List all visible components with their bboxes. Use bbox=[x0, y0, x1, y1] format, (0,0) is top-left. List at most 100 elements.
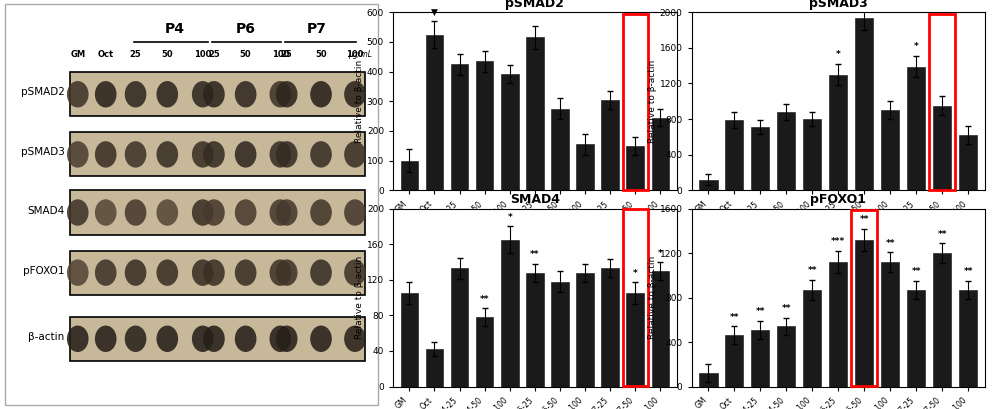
Bar bbox=[854, 240, 873, 387]
Y-axis label: Relative to β-actin: Relative to β-actin bbox=[355, 60, 364, 143]
Bar bbox=[851, 210, 877, 387]
Bar bbox=[958, 135, 976, 190]
Ellipse shape bbox=[344, 326, 366, 352]
Ellipse shape bbox=[275, 141, 297, 168]
Bar bbox=[551, 109, 569, 190]
Text: ▼: ▼ bbox=[430, 8, 437, 17]
Bar bbox=[71, 317, 365, 361]
Bar bbox=[450, 64, 468, 190]
Text: pSMAD3: pSMAD3 bbox=[21, 147, 65, 157]
Bar bbox=[500, 74, 518, 190]
Bar bbox=[576, 144, 593, 190]
Ellipse shape bbox=[269, 141, 291, 168]
Bar bbox=[622, 209, 647, 386]
Text: P6: P6 bbox=[236, 22, 255, 36]
Text: **: ** bbox=[885, 238, 894, 247]
Bar bbox=[881, 262, 899, 387]
Bar bbox=[500, 240, 518, 387]
Text: P4: P4 bbox=[165, 22, 185, 36]
Text: μg/mL: μg/mL bbox=[348, 50, 372, 59]
Ellipse shape bbox=[235, 81, 256, 108]
Ellipse shape bbox=[310, 81, 332, 108]
Ellipse shape bbox=[203, 81, 225, 108]
Ellipse shape bbox=[235, 259, 256, 286]
Bar bbox=[932, 106, 950, 190]
Title: SMAD4: SMAD4 bbox=[509, 193, 560, 206]
Text: 50: 50 bbox=[161, 50, 173, 59]
Ellipse shape bbox=[275, 199, 297, 226]
Ellipse shape bbox=[310, 141, 332, 168]
Text: 25: 25 bbox=[208, 50, 220, 59]
Text: GM: GM bbox=[71, 50, 85, 59]
Ellipse shape bbox=[310, 326, 332, 352]
Ellipse shape bbox=[156, 326, 178, 352]
Bar bbox=[425, 34, 442, 190]
Ellipse shape bbox=[67, 81, 88, 108]
Bar bbox=[475, 317, 493, 387]
Bar bbox=[907, 67, 924, 190]
Ellipse shape bbox=[310, 259, 332, 286]
Bar bbox=[828, 262, 847, 387]
Text: *: * bbox=[507, 213, 512, 222]
Text: **: ** bbox=[781, 304, 790, 313]
Bar bbox=[450, 268, 468, 387]
Bar bbox=[626, 293, 643, 387]
Ellipse shape bbox=[203, 259, 225, 286]
Text: **: ** bbox=[807, 266, 816, 275]
Y-axis label: Relative to β-actin: Relative to β-actin bbox=[355, 256, 364, 339]
Ellipse shape bbox=[269, 81, 291, 108]
Text: pSMAD2: pSMAD2 bbox=[21, 87, 65, 97]
Bar bbox=[551, 281, 569, 387]
Bar bbox=[622, 14, 647, 190]
Text: 100: 100 bbox=[271, 50, 288, 59]
Ellipse shape bbox=[275, 259, 297, 286]
Title: pSMAD2: pSMAD2 bbox=[505, 0, 564, 10]
Bar bbox=[71, 133, 365, 176]
Bar bbox=[802, 119, 821, 190]
Ellipse shape bbox=[67, 326, 88, 352]
Ellipse shape bbox=[94, 259, 116, 286]
Bar bbox=[401, 160, 417, 190]
Text: 25: 25 bbox=[280, 50, 292, 59]
Ellipse shape bbox=[344, 141, 366, 168]
Ellipse shape bbox=[156, 199, 178, 226]
Ellipse shape bbox=[275, 326, 297, 352]
Text: *: * bbox=[835, 50, 840, 59]
Text: *: * bbox=[912, 43, 917, 52]
Ellipse shape bbox=[269, 259, 291, 286]
Ellipse shape bbox=[235, 199, 256, 226]
Ellipse shape bbox=[124, 141, 146, 168]
Y-axis label: Relative to β-actin: Relative to β-actin bbox=[647, 60, 656, 143]
Ellipse shape bbox=[275, 81, 297, 108]
Text: **: ** bbox=[754, 308, 764, 317]
Bar bbox=[958, 290, 976, 387]
Text: **: ** bbox=[479, 295, 489, 304]
Ellipse shape bbox=[192, 199, 214, 226]
Bar bbox=[576, 273, 593, 387]
Y-axis label: Relative to β-actin: Relative to β-actin bbox=[647, 256, 656, 339]
Text: *: * bbox=[632, 269, 637, 278]
Ellipse shape bbox=[235, 141, 256, 168]
Text: Oct: Oct bbox=[97, 50, 113, 59]
Bar bbox=[425, 349, 442, 387]
Bar bbox=[71, 251, 365, 294]
Text: β-actin: β-actin bbox=[29, 332, 65, 342]
Bar bbox=[475, 61, 493, 190]
Ellipse shape bbox=[203, 199, 225, 226]
Bar bbox=[699, 373, 717, 387]
Ellipse shape bbox=[192, 81, 214, 108]
Ellipse shape bbox=[235, 326, 256, 352]
Text: **: ** bbox=[936, 229, 946, 238]
Ellipse shape bbox=[156, 259, 178, 286]
Ellipse shape bbox=[67, 141, 88, 168]
Ellipse shape bbox=[192, 259, 214, 286]
Bar bbox=[776, 326, 794, 387]
Bar bbox=[600, 100, 618, 190]
Ellipse shape bbox=[67, 259, 88, 286]
Ellipse shape bbox=[94, 199, 116, 226]
Bar bbox=[725, 335, 743, 387]
Ellipse shape bbox=[124, 81, 146, 108]
Text: pFOXO1: pFOXO1 bbox=[23, 265, 65, 276]
Bar bbox=[71, 191, 365, 235]
Bar bbox=[750, 330, 768, 387]
